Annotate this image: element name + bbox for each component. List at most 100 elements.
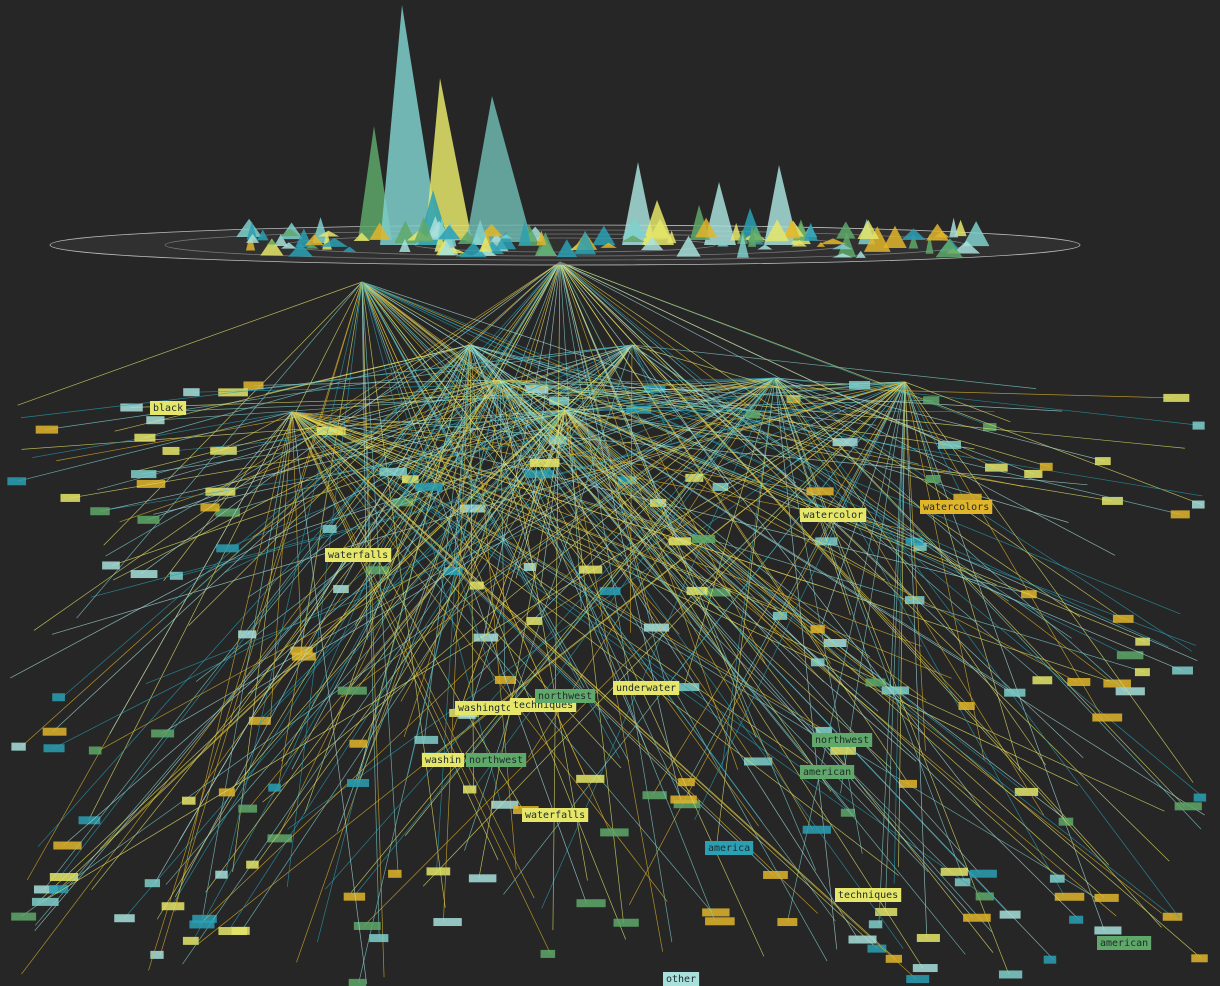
wire [21,409,566,450]
wire [45,344,633,430]
node-tag [379,467,408,476]
small-peak [246,233,260,243]
node-tag [134,433,156,442]
wire [559,261,1114,684]
wire [559,261,981,809]
node-tag [1092,713,1123,722]
label-tag: washin [422,753,465,767]
wire [631,344,1009,602]
small-peak [791,239,807,247]
small-peak [312,217,329,243]
wire [820,381,906,630]
node-tag [333,585,349,594]
node-tag [337,686,367,695]
wire [361,281,380,939]
wire [361,281,680,635]
wire [32,411,293,458]
node-tag [712,482,729,491]
wire [291,411,713,913]
wire [291,411,623,556]
small-peak [260,238,284,256]
label-box [522,808,589,822]
node-tag [151,729,175,738]
wire [191,379,501,801]
wire [361,281,620,759]
node-tag [617,476,637,485]
node-tag [865,678,886,687]
node-tag [137,515,160,524]
node-tag [905,537,924,546]
node-tag [31,897,59,906]
wire [499,379,757,415]
node-tag [388,869,402,878]
wire [774,377,1124,620]
wire [631,344,797,484]
node-tag [49,873,79,882]
wire [286,281,363,887]
wire [904,381,1103,718]
node-tag [523,562,536,571]
wire [559,261,1170,862]
node-tag [691,535,716,544]
small-peak [317,230,340,237]
label-tag: other [663,972,700,986]
wire [722,381,906,488]
node-tag [7,477,27,486]
node-tag [1135,637,1150,646]
small-peaks [236,216,990,258]
wire [291,411,826,732]
wire [469,344,992,933]
small-peak [757,244,773,250]
node-tag [925,474,941,483]
small-peak [803,222,818,241]
wire [332,344,471,530]
small-peak [837,232,857,258]
label-box [920,500,993,514]
wire [564,409,832,792]
wire [904,381,928,938]
label-box [455,701,522,715]
wire [145,381,906,685]
node-tag [11,742,26,751]
wire [224,409,566,573]
wire [232,411,293,873]
node-tag [953,493,982,502]
small-peak [949,217,959,238]
node-tag [763,870,788,879]
node-tag [1101,496,1123,505]
node-tag [189,920,215,929]
wire [361,281,927,701]
wire [220,411,293,452]
wire [687,381,906,783]
wire [904,381,964,498]
wire [534,377,776,475]
node-tag [600,828,629,837]
small-peak [783,219,801,239]
node-tag [923,396,940,405]
node-tag [52,693,65,702]
label-box [835,888,902,902]
node-tag [150,950,164,959]
node-tag [1192,500,1205,509]
small-peak [305,243,319,249]
small-peak [676,235,701,257]
label-tag: watercolors [920,500,993,514]
small-peak [736,233,749,258]
node-tag [786,394,801,403]
node-tag [238,804,258,813]
node-tag [643,623,670,632]
node-tag [777,918,798,927]
node-tag [468,874,497,883]
wire [425,381,906,488]
small-peak [649,218,671,239]
small-peak [457,231,478,244]
node-tag [1032,676,1053,685]
node-tag [131,470,157,479]
node-tag [806,487,834,496]
wire [564,409,871,658]
wire [377,379,501,398]
wire [774,377,1044,816]
wire [144,344,471,439]
label-tag: techniques [835,888,902,902]
wire [469,344,850,810]
